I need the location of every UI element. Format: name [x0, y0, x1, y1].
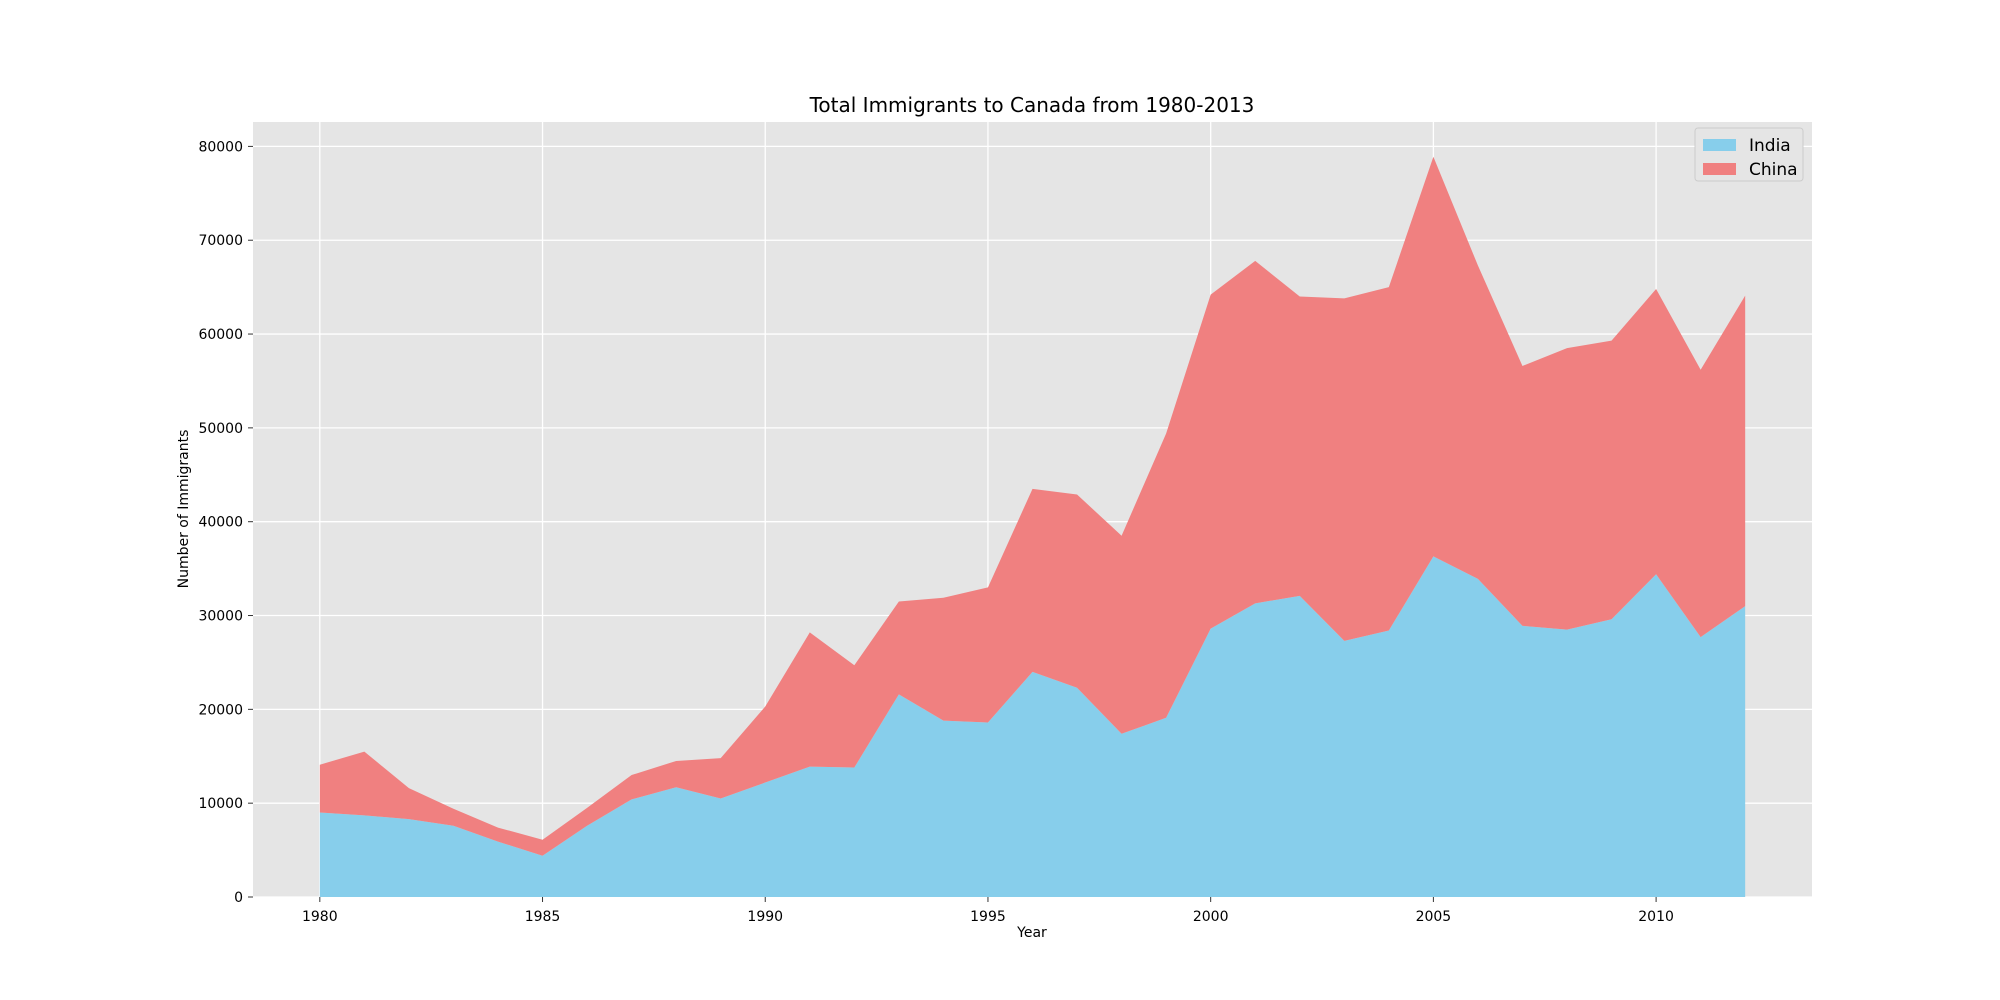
y-tick-label: 0 [234, 890, 243, 906]
legend-swatch-china [1703, 163, 1736, 175]
x-tick-label: 1980 [302, 909, 338, 925]
y-tick-label: 60000 [198, 327, 243, 343]
legend: India China [1694, 127, 1804, 182]
y-tick-label: 70000 [198, 233, 243, 249]
x-tick-label: 2005 [1416, 909, 1452, 925]
legend-swatch-india [1703, 139, 1736, 151]
y-tick-label: 50000 [198, 421, 243, 437]
x-tick-label: 2000 [1193, 909, 1229, 925]
x-tick-label: 1995 [970, 909, 1006, 925]
y-tick-label: 80000 [198, 139, 243, 155]
y-axis-ticks: 0 10000 20000 30000 40000 50000 60000 70000 8000… [198, 139, 253, 906]
legend-label-india: India [1749, 136, 1791, 156]
area-india [319, 556, 1746, 897]
x-axis-label: Year [1016, 925, 1047, 941]
x-tick-label: 1990 [747, 909, 783, 925]
legend-label-china: China [1749, 160, 1798, 180]
y-tick-label: 40000 [198, 515, 243, 531]
y-tick-label: 30000 [198, 609, 243, 625]
x-tick-label: 2010 [1638, 909, 1674, 925]
y-tick-label: 20000 [198, 702, 243, 718]
x-tick-label: 1985 [525, 909, 561, 925]
x-axis-ticks: 1980 1985 1990 1995 2000 2005 2010 [302, 897, 1674, 925]
y-axis-label: Number of Immigrants [176, 430, 192, 589]
y-tick-label: 10000 [198, 796, 243, 812]
area-china [319, 156, 1746, 856]
area-series [319, 156, 1746, 897]
chart-title: Total Immigrants to Canada from 1980-201… [809, 93, 1255, 117]
